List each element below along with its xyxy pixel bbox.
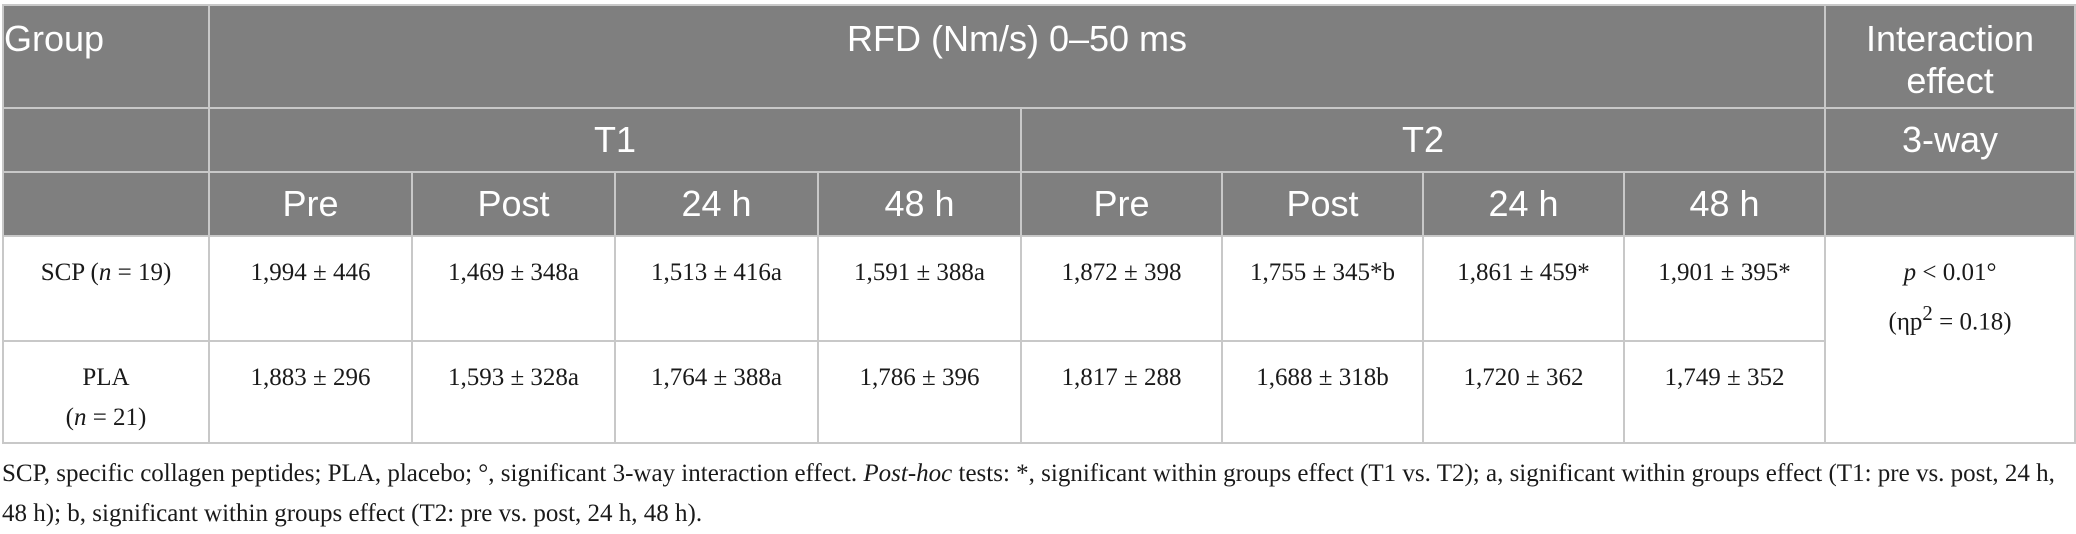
footnote-posthoc: Post-hoc: [863, 460, 953, 487]
group-n-symbol: n: [73, 404, 87, 431]
value-cell: 1,469 ± 348a: [411, 235, 616, 342]
value-cell: 1,817 ± 288: [1020, 340, 1223, 444]
group-cell-scp: SCP (n = 19): [2, 235, 210, 342]
value-cell: 1,872 ± 398: [1020, 235, 1223, 342]
timepoint-header: 48 h: [817, 171, 1022, 237]
footnote-part1: SCP, specific collagen peptides; PLA, pl…: [2, 460, 864, 487]
group-cell-pla: PLA (n = 21): [2, 340, 210, 444]
value-cell: 1,901 ± 395*: [1622, 235, 1827, 342]
group-header: Group: [2, 4, 210, 109]
group-count: = 21): [86, 404, 147, 431]
interaction-effect-header: Interaction effect: [1824, 4, 2076, 109]
table-row: SCP (n = 19) 1,994 ± 446 1,469 ± 348a 1,…: [2, 235, 2076, 444]
table-row: PLA (n = 21) 1,883 ± 296 1,593 ± 328a 1,7…: [2, 340, 2075, 444]
t2-header: T2: [1019, 107, 1827, 173]
rfd-results-table: Group RFD (Nm/s) 0–50 ms Interaction eff…: [2, 4, 2076, 444]
timepoint-header: 24 h: [614, 171, 819, 237]
interaction-header-line1: Interaction: [1865, 18, 2035, 59]
table-footnote: SCP, specific collagen peptides; PLA, pl…: [2, 454, 2062, 534]
timepoint-header: Post: [1221, 171, 1424, 237]
t1-header: T1: [208, 107, 1022, 173]
value-cell: 1,764 ± 388a: [614, 340, 819, 444]
empty-header-cell: [2, 171, 210, 237]
header-row-3: Pre Post 24 h 48 h Pre Post 24 h 48 h: [2, 171, 2076, 237]
timepoint-header: 48 h: [1622, 171, 1827, 237]
rfd-header: RFD (Nm/s) 0–50 ms: [207, 4, 1827, 109]
value-cell: 1,994 ± 446: [208, 235, 413, 342]
group-count: = 19): [111, 259, 172, 286]
eta-value: = 0.18): [1932, 308, 2012, 336]
three-way-header: 3-way: [1824, 107, 2076, 173]
group-open-paren: (: [65, 404, 74, 431]
value-cell: 1,593 ± 328a: [411, 340, 616, 444]
value-cell: 1,688 ± 318b: [1221, 340, 1424, 444]
eta-superscript: 2: [1922, 301, 1933, 325]
timepoint-header: Post: [411, 171, 616, 237]
footnote-part2: tests: *, significant within groups effe…: [2, 460, 2055, 527]
eta-label: (ηp: [1888, 308, 1923, 336]
value-cell: 1,513 ± 416a: [614, 235, 819, 342]
interaction-effect-cell: p < 0.01° (ηp2 = 0.18): [1824, 235, 2076, 444]
value-cell: 1,786 ± 396: [817, 340, 1022, 444]
timepoint-header: Pre: [208, 171, 413, 237]
group-name: SCP (: [40, 259, 99, 286]
value-cell: 1,883 ± 296: [208, 340, 413, 444]
group-n-symbol: n: [98, 259, 112, 286]
timepoint-header: 24 h: [1422, 171, 1625, 237]
header-row-1: Group RFD (Nm/s) 0–50 ms Interaction eff…: [2, 4, 2076, 109]
p-symbol: p: [1903, 259, 1917, 286]
value-cell: 1,861 ± 459*: [1422, 235, 1625, 342]
value-cell: 1,755 ± 345*b: [1221, 235, 1424, 342]
value-cell: 1,749 ± 352: [1622, 340, 1827, 444]
value-cell: 1,591 ± 388a: [817, 235, 1022, 342]
empty-header-cell: [2, 107, 210, 173]
p-value: < 0.01°: [1916, 259, 1997, 286]
interaction-header-line2: effect: [1906, 60, 1994, 101]
timepoint-header: Pre: [1020, 171, 1223, 237]
group-name: PLA: [82, 364, 130, 391]
header-row-2: T1 T2 3-way: [2, 107, 2076, 173]
empty-header-cell: [1824, 171, 2076, 237]
value-cell: 1,720 ± 362: [1422, 340, 1625, 444]
